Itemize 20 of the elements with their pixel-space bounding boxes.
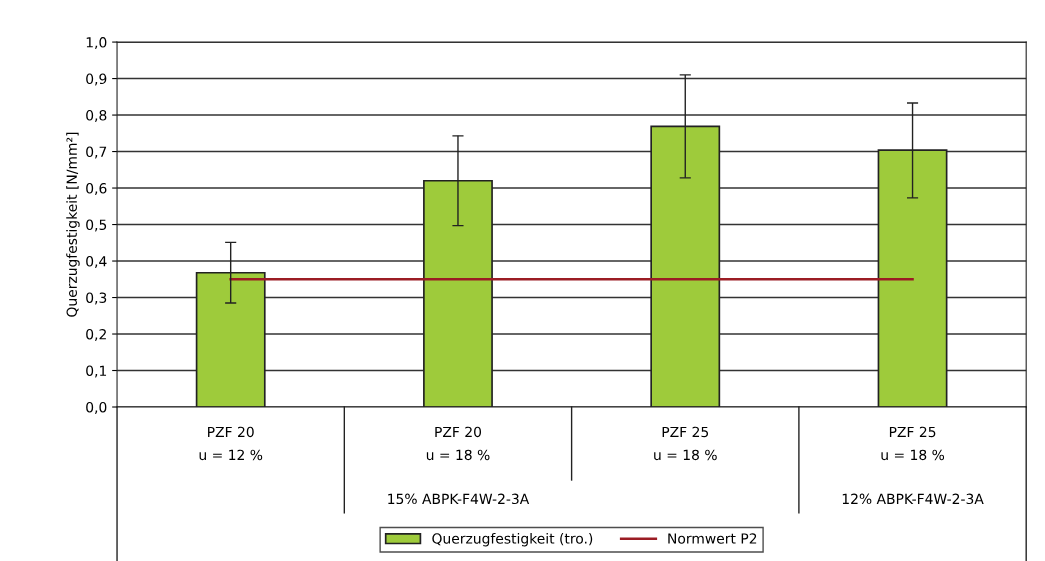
y-tick-label: 0,9 xyxy=(86,73,107,86)
y-tick-label: 0,2 xyxy=(86,328,106,341)
x-tick-label: PZF 25 u = 18 % xyxy=(654,426,717,461)
x-tick-label: PZF 20 u = 12 % xyxy=(199,426,263,461)
legend-label: Normwert P2 xyxy=(668,533,757,544)
x-tick-label: PZF 25 u = 18 % xyxy=(881,426,945,461)
y-axis-title: Querzugfestigkeit [N/mm²] xyxy=(66,132,80,317)
y-tick-label: 0,3 xyxy=(86,292,107,305)
x-tick-label: PZF 20 u = 18 % xyxy=(426,426,490,461)
y-tick-label: 0,0 xyxy=(86,401,107,414)
y-tick-label: 0,4 xyxy=(86,256,107,268)
text: 12% ABPK-F4W-2-3A xyxy=(842,493,984,505)
y-tick-label: 0,5 xyxy=(86,219,107,232)
y-tick-label: 0,7 xyxy=(86,146,107,159)
legend-label: Querzugfestigkeit (tro.) xyxy=(432,532,593,547)
text: 15% ABPK-F4W-2-3A xyxy=(388,493,530,505)
y-tick-label: 1,0 xyxy=(86,37,107,49)
y-tick-label: 0,8 xyxy=(86,110,107,122)
y-tick-label: 0,6 xyxy=(86,183,107,195)
y-tick-label: 0,1 xyxy=(86,365,107,378)
